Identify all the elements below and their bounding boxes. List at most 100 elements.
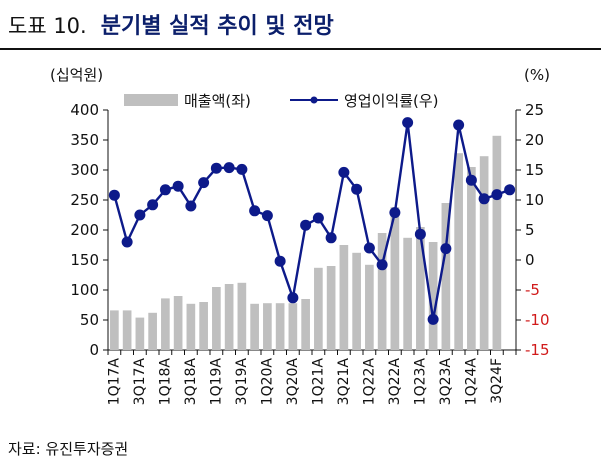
margin-point — [465, 174, 477, 186]
margin-point — [121, 236, 133, 248]
x-tick-label: 1Q18A — [157, 358, 173, 406]
right-tick-label: 10 — [525, 191, 544, 209]
margin-point — [363, 242, 375, 254]
x-tick-label: 3Q17A — [132, 358, 148, 406]
right-tick-label: -5 — [525, 281, 540, 299]
revenue-bar — [352, 252, 361, 350]
revenue-bar — [467, 167, 476, 350]
revenue-bar — [250, 303, 259, 350]
left-tick-label: 350 — [70, 131, 99, 149]
x-tick-label: 1Q24A — [463, 358, 479, 406]
margin-point — [198, 177, 210, 189]
margin-point — [504, 184, 516, 196]
x-axis-ticks: 1Q17A 3Q17A 1Q18A 3Q18A 1Q19A 3Q19A 1Q20A 3Q20A… — [106, 350, 517, 406]
margin-point — [185, 200, 197, 212]
x-tick-label: 3Q21A — [336, 358, 352, 406]
chart-legend: 매출액(좌) 영업이익률(우) — [124, 92, 439, 110]
margin-point — [274, 255, 286, 267]
legend-line-label: 영업이익률(우) — [344, 92, 439, 110]
revenue-bar — [186, 303, 196, 350]
right-tick-label: 15 — [525, 161, 544, 179]
right-tick-label: 20 — [525, 131, 544, 149]
revenue-bar — [301, 299, 310, 350]
revenue-bar — [403, 237, 412, 350]
left-tick-label: 300 — [70, 161, 99, 179]
revenue-bar — [288, 303, 298, 350]
left-tick-label: 400 — [70, 101, 99, 119]
margin-point — [453, 119, 465, 131]
revenue-bar — [173, 296, 183, 350]
margin-point — [440, 243, 452, 255]
x-tick-label: 3Q19A — [234, 358, 250, 406]
left-axis-unit-label: (십억원) — [50, 66, 103, 84]
margin-point — [147, 199, 159, 211]
x-tick-label: 1Q17A — [106, 358, 122, 406]
title-divider — [0, 48, 601, 50]
right-tick-label: 25 — [525, 101, 544, 119]
revenue-bar — [275, 303, 285, 350]
revenue-bar — [428, 242, 438, 350]
revenue-bar — [122, 310, 132, 350]
x-tick-label: 3Q20A — [285, 358, 301, 406]
margin-point — [108, 189, 120, 201]
figure-number: 도표 10. — [8, 14, 87, 38]
chart-title: 분기별 실적 추이 및 전망 — [100, 14, 334, 39]
margin-point — [159, 184, 171, 196]
source-note: 자료: 유진투자증권 — [8, 440, 129, 458]
left-tick-label: 50 — [80, 311, 99, 329]
chart-title-row: 도표 10. 분기별 실적 추이 및 전망 — [8, 8, 334, 42]
x-tick-label: 1Q22A — [361, 358, 377, 406]
margin-point — [351, 183, 363, 195]
margin-point — [402, 117, 414, 129]
revenue-bar — [199, 302, 208, 350]
revenue-bar — [326, 266, 336, 350]
x-tick-label: 1Q21A — [310, 358, 326, 406]
margin-point — [300, 219, 312, 231]
right-axis-ticks: -15 -10 -5 0 5 10 15 20 25 — [516, 101, 550, 359]
x-tick-label: 1Q23A — [412, 358, 428, 406]
margin-point — [376, 259, 388, 271]
right-tick-label: -10 — [525, 311, 550, 329]
revenue-bar — [441, 203, 451, 350]
margin-point — [338, 166, 350, 178]
margin-point — [172, 180, 184, 192]
margin-point — [287, 292, 299, 304]
revenue-bar — [416, 227, 425, 350]
x-tick-label: 3Q24F — [489, 358, 505, 404]
revenue-bar — [135, 317, 145, 350]
revenue-bar — [365, 264, 374, 350]
revenue-bar — [377, 233, 387, 350]
left-tick-label: 0 — [89, 341, 99, 359]
revenue-bar — [212, 287, 221, 350]
revenue-bar — [148, 312, 157, 350]
margin-line — [108, 117, 516, 325]
margin-point — [261, 210, 273, 222]
margin-point — [427, 313, 439, 325]
revenue-bar — [263, 303, 272, 350]
margin-point — [491, 189, 503, 201]
x-tick-label: 1Q19A — [208, 358, 224, 406]
x-tick-label: 1Q20A — [259, 358, 275, 406]
x-tick-label: 3Q22A — [387, 358, 403, 406]
revenue-bar — [224, 284, 234, 350]
revenue-bar — [390, 207, 400, 350]
margin-point — [134, 209, 146, 221]
right-tick-label: 0 — [525, 251, 535, 269]
revenue-bar — [161, 298, 170, 350]
margin-point — [312, 212, 324, 224]
revenue-bar — [492, 135, 502, 350]
revenue-bar — [110, 310, 119, 350]
left-tick-label: 150 — [70, 251, 99, 269]
right-tick-label: 5 — [525, 221, 535, 239]
legend-line-marker — [310, 96, 318, 104]
margin-point — [325, 232, 337, 244]
margin-point — [210, 162, 222, 174]
revenue-bar — [339, 245, 349, 350]
left-tick-label: 200 — [70, 221, 99, 239]
margin-point — [389, 207, 401, 219]
margin-point — [478, 193, 490, 205]
left-tick-label: 100 — [70, 281, 99, 299]
x-tick-label: 3Q23A — [438, 358, 454, 406]
revenue-bar — [454, 153, 463, 350]
